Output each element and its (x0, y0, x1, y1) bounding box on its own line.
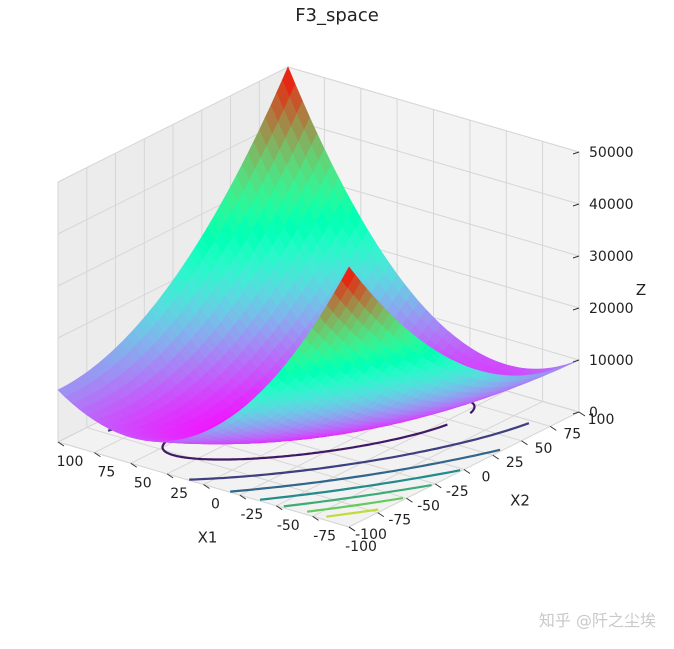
contour-line (230, 448, 501, 493)
x-tick-label: -100 (345, 539, 377, 555)
surface-patch (341, 266, 356, 288)
y-axis-label: X2 (510, 492, 530, 510)
z-tick-label: 30000 (589, 249, 634, 265)
y-tick-mark (578, 411, 586, 417)
z-tick-mark (572, 307, 580, 311)
contour-line (283, 484, 432, 508)
y-tick-label: -100 (355, 527, 387, 543)
x-tick-label: 100 (57, 454, 84, 470)
y-tick-mark (549, 425, 557, 431)
x-axis-label: X1 (198, 529, 218, 547)
y-tick-label: 50 (535, 441, 553, 457)
x-tick-mark (130, 462, 138, 468)
z-tick-mark (572, 359, 580, 363)
x-tick-mark (312, 515, 319, 521)
x-tick-mark (275, 505, 283, 511)
y-tick-label: 75 (563, 426, 581, 442)
y-tick-mark (377, 512, 385, 518)
contour-line (189, 422, 530, 481)
y-tick-label: -75 (388, 513, 411, 529)
watermark: 知乎 @阡之尘埃 (538, 611, 656, 630)
y-tick-mark (463, 469, 471, 474)
x-tick-label: 0 (211, 497, 220, 513)
z-tick-mark (572, 411, 580, 415)
contour-line (259, 469, 461, 501)
x-tick-mark (203, 484, 210, 489)
z-tick-label: 50000 (589, 145, 634, 161)
contour-line (161, 423, 448, 461)
x-tick-mark (166, 473, 174, 479)
x-tick-label: 75 (97, 465, 115, 481)
z-tick-label: 0 (589, 405, 598, 421)
z-tick-label: 10000 (589, 353, 634, 369)
z-tick-label: 40000 (589, 197, 634, 213)
chart-title: F3_space (295, 5, 379, 26)
x-tick-mark (94, 452, 101, 458)
contour-line (306, 497, 404, 513)
y-tick-mark (348, 526, 356, 532)
y-tick-label: 100 (588, 412, 615, 428)
x-tick-label: -25 (240, 507, 263, 523)
z-tick-label: 20000 (589, 301, 634, 317)
y-tick-label: -25 (446, 484, 469, 500)
x-tick-label: -75 (313, 528, 336, 544)
surface-mesh (57, 66, 580, 445)
contour-line (326, 508, 379, 518)
x-tick-label: 25 (170, 486, 188, 502)
y-tick-label: 0 (482, 470, 491, 486)
z-axis-label: Z (636, 281, 646, 299)
x-tick-label: -50 (277, 518, 300, 534)
z-tick-mark (572, 255, 580, 259)
z-tick-mark (572, 203, 580, 207)
x-tick-mark (57, 441, 65, 447)
y-tick-mark (406, 497, 413, 503)
y-tick-mark (434, 483, 442, 489)
x-tick-mark (239, 494, 247, 500)
y-tick-mark (521, 440, 528, 446)
z-tick-mark (572, 151, 580, 155)
y-tick-mark (492, 454, 500, 460)
x-tick-label: 50 (134, 475, 152, 491)
y-tick-label: -50 (417, 498, 440, 514)
y-tick-label: 25 (506, 455, 524, 471)
axis-ticks: -100-75-50-250255075100-100-75-50-250255… (57, 145, 647, 555)
